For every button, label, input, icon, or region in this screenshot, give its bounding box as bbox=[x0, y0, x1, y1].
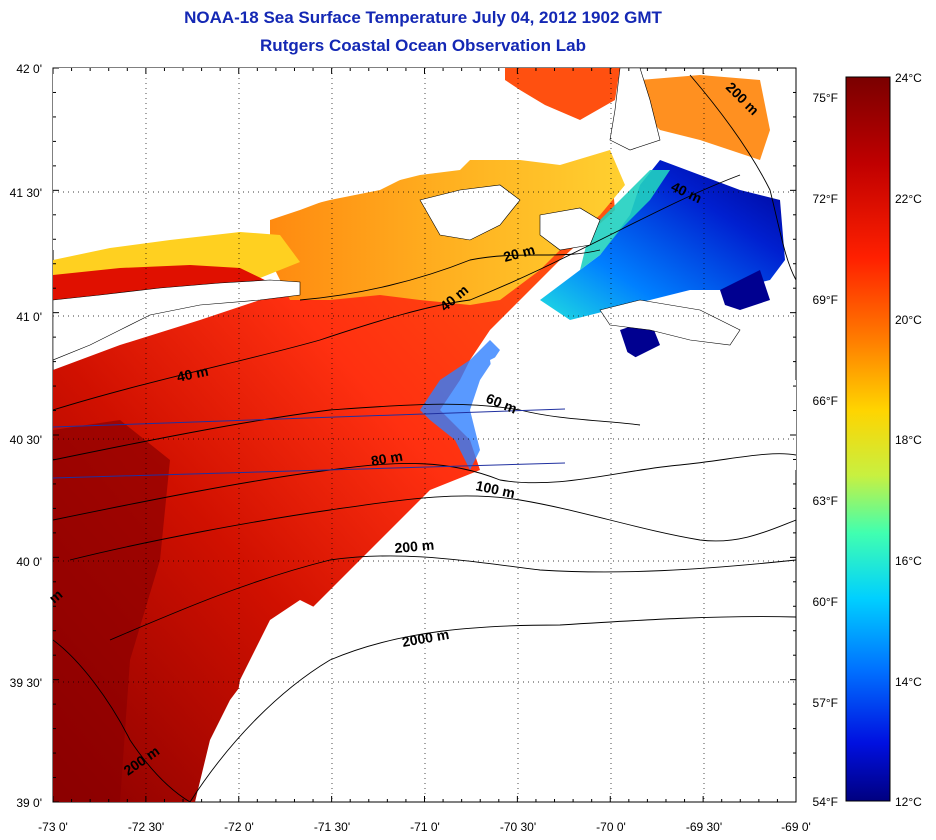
colorbar-fahrenheit-label: 69°F bbox=[813, 293, 838, 307]
colorbar-fahrenheit-label: 75°F bbox=[813, 91, 838, 105]
bathymetry-contours bbox=[53, 74, 796, 802]
colorbar-celsius-label: 20°C bbox=[895, 313, 922, 327]
contour-100m bbox=[69, 495, 796, 561]
land-connecticut bbox=[53, 68, 505, 250]
lon-tick-label: -71 30' bbox=[314, 820, 350, 834]
land-long-island bbox=[53, 279, 301, 361]
warm-shelf-water bbox=[53, 155, 615, 802]
colorbar-celsius-label: 14°C bbox=[895, 675, 922, 689]
colorbar-fahrenheit-label: 60°F bbox=[813, 595, 838, 609]
land-nantucket bbox=[599, 299, 741, 346]
contour-200m bbox=[109, 555, 796, 641]
colorbar-fahrenheit-label: 63°F bbox=[813, 494, 838, 508]
lon-tick-label: -69 0' bbox=[781, 820, 811, 834]
colorbar bbox=[845, 76, 891, 802]
lat-tick-label: 41 30' bbox=[10, 186, 42, 200]
contour-2000m bbox=[189, 616, 796, 802]
cyan-front bbox=[580, 170, 670, 270]
transect-line-north bbox=[52, 408, 566, 428]
lon-tick-label: -69 30' bbox=[686, 820, 722, 834]
cape-cod-cold-patch bbox=[720, 270, 770, 310]
lat-tick-label: 41 0' bbox=[16, 310, 42, 324]
lat-tick-label: 40 0' bbox=[16, 555, 42, 569]
dark-warm-water bbox=[53, 420, 170, 802]
contour-label-200m: 200 m bbox=[394, 537, 435, 556]
land-cape-cod bbox=[609, 68, 661, 151]
front-edge-blue bbox=[420, 340, 500, 470]
contour-200m-sw bbox=[53, 639, 191, 802]
lon-tick-label: -72 0' bbox=[224, 820, 254, 834]
cloud-mask-south bbox=[230, 600, 320, 740]
cloud-mask-east bbox=[490, 335, 796, 470]
gulf-of-maine-orange bbox=[640, 75, 770, 160]
lat-tick-label: 39 30' bbox=[10, 676, 42, 690]
lon-tick-label: -72 30' bbox=[128, 820, 164, 834]
contour-label-40m-west: 40 m bbox=[175, 363, 210, 385]
colorbar-celsius-label: 18°C bbox=[895, 433, 922, 447]
colorbar-celsius-label: 12°C bbox=[895, 795, 922, 809]
colorbar-fahrenheit-label: 66°F bbox=[813, 394, 838, 408]
contour-40m bbox=[53, 174, 741, 411]
lat-tick-label: 39 0' bbox=[16, 796, 42, 810]
axis-ticks bbox=[52, 67, 797, 803]
colorbar-fahrenheit-label: 72°F bbox=[813, 192, 838, 206]
map-title: NOAA-18 Sea Surface Temperature July 04,… bbox=[184, 8, 662, 27]
cold-eastern-water bbox=[540, 160, 785, 320]
lon-tick-label: -71 0' bbox=[410, 820, 440, 834]
colorbar-celsius-label: 16°C bbox=[895, 554, 922, 568]
colorbar-fahrenheit-label: 54°F bbox=[813, 795, 838, 809]
colorbar-celsius-label: 22°C bbox=[895, 192, 922, 206]
land-rhode-island bbox=[419, 184, 521, 241]
map-subtitle: Rutgers Coastal Ocean Observation Lab bbox=[260, 36, 586, 55]
colorbar-celsius-label: 24°C bbox=[895, 71, 922, 85]
contour-80m bbox=[53, 453, 796, 521]
contour-20m bbox=[299, 249, 601, 301]
lon-tick-label: -70 30' bbox=[500, 820, 536, 834]
transect-line-south bbox=[52, 462, 566, 479]
sst-field bbox=[53, 68, 796, 802]
contour-200m-ne bbox=[689, 74, 796, 281]
contour-label-20m: 20 m bbox=[502, 241, 537, 265]
contour-60m bbox=[53, 403, 641, 461]
colorbar-fahrenheit-label: 57°F bbox=[813, 696, 838, 710]
lat-tick-label: 40 30' bbox=[10, 433, 42, 447]
gulf-of-maine-warm bbox=[505, 68, 620, 120]
contour-label-80m: 80 m bbox=[370, 448, 404, 469]
lat-tick-label: 42 0' bbox=[16, 62, 42, 76]
lon-tick-label: -73 0' bbox=[38, 820, 68, 834]
lon-tick-label: -70 0' bbox=[596, 820, 626, 834]
